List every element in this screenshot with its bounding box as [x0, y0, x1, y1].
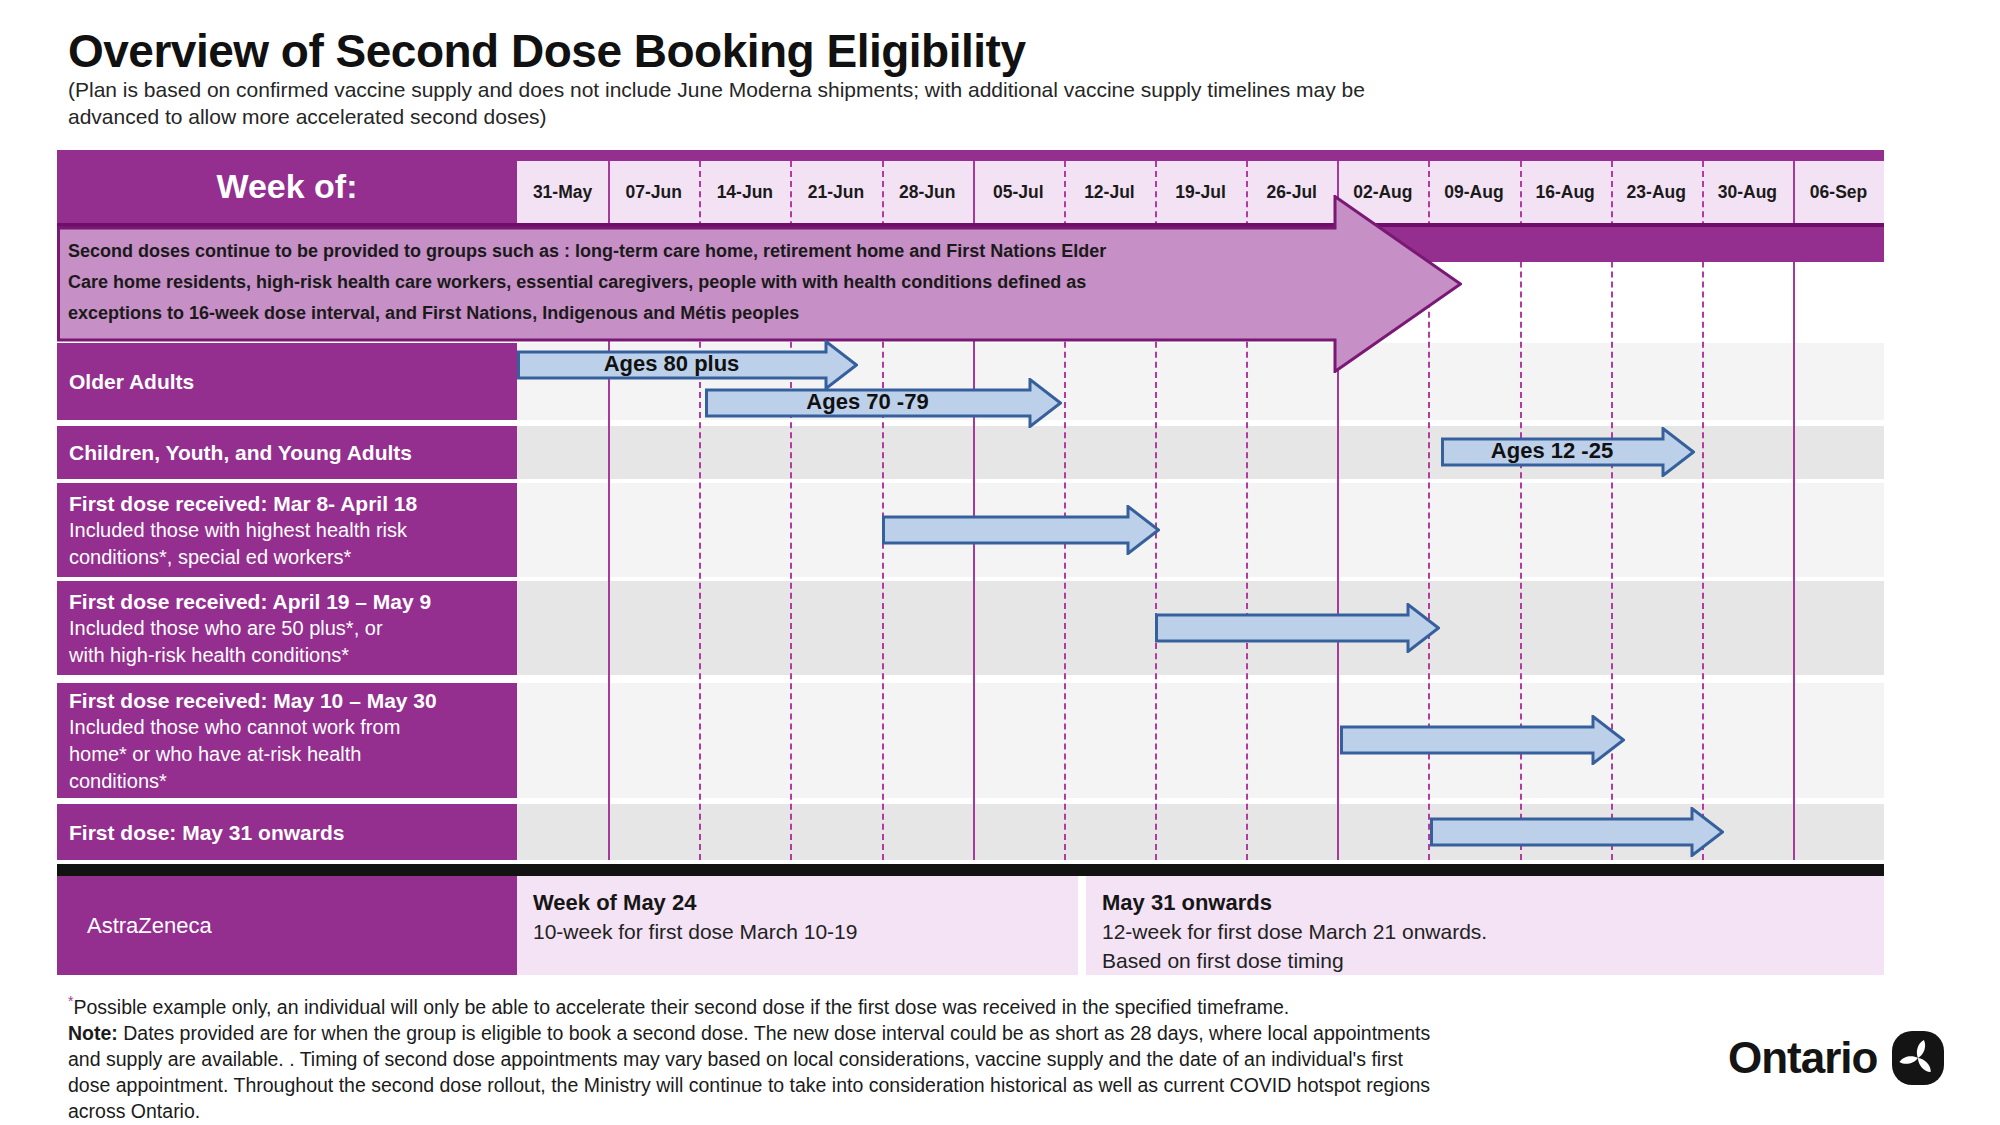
banner-line: Care home residents, high-risk health ca… — [68, 267, 1198, 298]
row-label-text: First dose received: Mar 8- April 18 — [69, 490, 517, 517]
arrow-label-ages-12-25: Ages 12 -25 — [1441, 437, 1663, 465]
week-header-cell: 16-Aug — [1520, 161, 1611, 223]
row-label-text: First dose: May 31 onwards — [69, 819, 517, 846]
ontario-logo-text: Ontario — [1728, 1033, 1877, 1083]
row-label-first-dose-may10-may30: First dose received: May 10 – May 30 Inc… — [57, 683, 517, 798]
footnote-line: and supply are available. . Timing of se… — [68, 1046, 1430, 1072]
timeline-arrow-apr19-may9 — [1155, 603, 1440, 653]
row-label-text: home* or who have at-risk health — [69, 741, 517, 768]
ongoing-doses-text: Second doses continue to be provided to … — [68, 236, 1198, 329]
ontario-trillium-icon — [1891, 1030, 1945, 1086]
row-track — [517, 483, 1884, 577]
astrazeneca-detail: Based on first dose timing — [1102, 946, 1884, 975]
row-label-text: First dose received: May 10 – May 30 — [69, 687, 517, 714]
row-label-text: conditions* — [69, 768, 517, 795]
row-label-text: conditions*, special ed workers* — [69, 544, 517, 571]
row-label-text: First dose received: April 19 – May 9 — [69, 588, 517, 615]
footnote-note: Note: Dates provided are for when the gr… — [68, 1020, 1430, 1046]
timeline-arrow-may10-may30 — [1340, 715, 1625, 765]
page-title: Overview of Second Dose Booking Eligibil… — [68, 24, 1025, 78]
footnote-example: *Possible example only, an individual wi… — [68, 988, 1430, 1020]
footnotes: *Possible example only, an individual wi… — [68, 988, 1430, 1124]
row-label-first-dose-apr19-may9: First dose received: April 19 – May 9 In… — [57, 581, 517, 675]
astrazeneca-cell-may24: Week of May 24 10-week for first dose Ma… — [517, 876, 1078, 975]
row-label-text: with high-risk health conditions* — [69, 642, 517, 669]
arrow-label-ages-70-79: Ages 70 -79 — [705, 388, 1030, 416]
astrazeneca-heading: Week of May 24 — [533, 888, 1078, 917]
infographic-root: Overview of Second Dose Booking Eligibil… — [0, 0, 2000, 1125]
week-gridline — [1702, 161, 1704, 860]
banner-line: exceptions to 16-week dose interval, and… — [68, 298, 1198, 329]
week-header-cell: 06-Sep — [1793, 161, 1884, 223]
date-header-top-strip — [517, 150, 1884, 161]
astrazeneca-divider — [57, 864, 1884, 876]
row-label-first-dose-may31: First dose: May 31 onwards — [57, 804, 517, 860]
row-label-first-dose-mar8-apr18: First dose received: Mar 8- April 18 Inc… — [57, 483, 517, 577]
astrazeneca-cell-may31: May 31 onwards 12-week for first dose Ma… — [1086, 876, 1884, 975]
timeline-arrow-mar8-apr18 — [882, 505, 1160, 555]
footnote-line: dose appointment. Throughout the second … — [68, 1072, 1430, 1098]
row-label-text: Included those who cannot work from — [69, 714, 517, 741]
astrazeneca-detail: 10-week for first dose March 10-19 — [533, 917, 1078, 946]
page-subtitle: (Plan is based on confirmed vaccine supp… — [68, 76, 1448, 130]
week-header-cell: 23-Aug — [1611, 161, 1702, 223]
banner-line: Second doses continue to be provided to … — [68, 236, 1198, 267]
row-label-children-youth: Children, Youth, and Young Adults — [57, 426, 517, 479]
footnote-note-label: Note: — [68, 1022, 118, 1044]
week-gridline-month — [1793, 161, 1795, 860]
row-label-astrazeneca: AstraZeneca — [57, 876, 517, 975]
timeline-arrow-may31-onwards — [1430, 807, 1724, 857]
ontario-logo: Ontario — [1728, 1026, 1945, 1090]
arrow-label-ages-80: Ages 80 plus — [517, 350, 826, 378]
row-label-text: Children, Youth, and Young Adults — [69, 439, 517, 466]
week-header-cell: 30-Aug — [1702, 161, 1793, 223]
astrazeneca-heading: May 31 onwards — [1102, 888, 1884, 917]
row-label-text: Included those who are 50 plus*, or — [69, 615, 517, 642]
footnote-line: across Ontario. — [68, 1098, 1430, 1124]
row-track — [517, 683, 1884, 798]
astrazeneca-detail: 12-week for first dose March 21 onwards. — [1102, 917, 1884, 946]
row-label-text: Included those with highest health risk — [69, 517, 517, 544]
